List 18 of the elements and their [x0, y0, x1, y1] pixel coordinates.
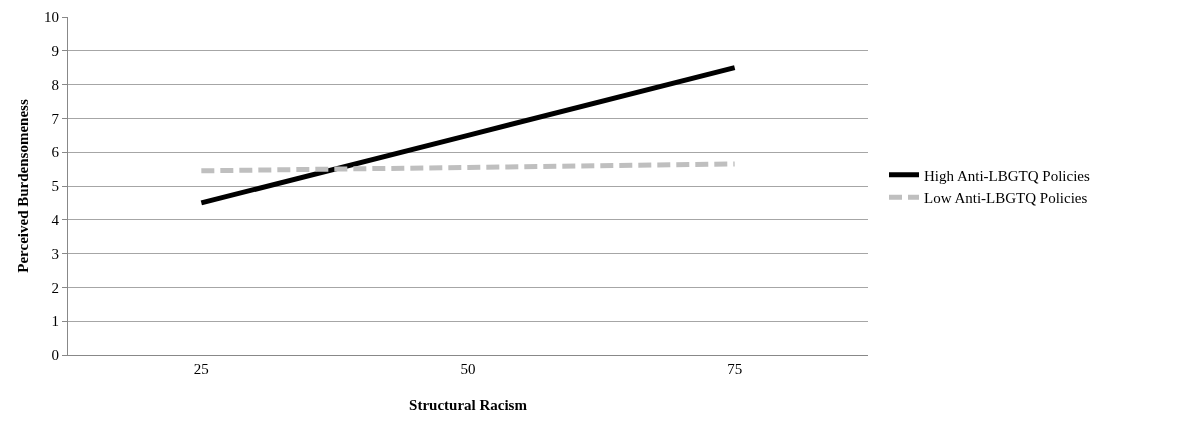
x-tick-label: 25: [193, 361, 209, 377]
y-tick-label: 0: [51, 347, 59, 364]
y-tick-label: 5: [51, 178, 59, 195]
y-tick-label: 3: [51, 245, 59, 262]
y-tick-label: 6: [51, 144, 60, 161]
x-tick-label: 75: [727, 361, 743, 377]
y-tick-label: 10: [44, 9, 59, 26]
legend-label: High Anti-LBGTQ Policies: [924, 167, 1090, 184]
y-tick-label: 8: [51, 76, 59, 93]
y-tick-label: 7: [51, 110, 60, 127]
y-tick-label: 1: [51, 313, 59, 330]
y-tick-label: 2: [51, 279, 59, 296]
legend-label: Low Anti-LBGTQ Policies: [924, 190, 1088, 207]
x-axis-title: Structural Racism: [409, 397, 528, 413]
y-axis-title: Perceived Burdensomeness: [15, 99, 31, 273]
y-tick-label: 4: [51, 212, 60, 229]
x-tick-label: 50: [460, 361, 476, 377]
y-tick-label: 9: [51, 43, 59, 60]
